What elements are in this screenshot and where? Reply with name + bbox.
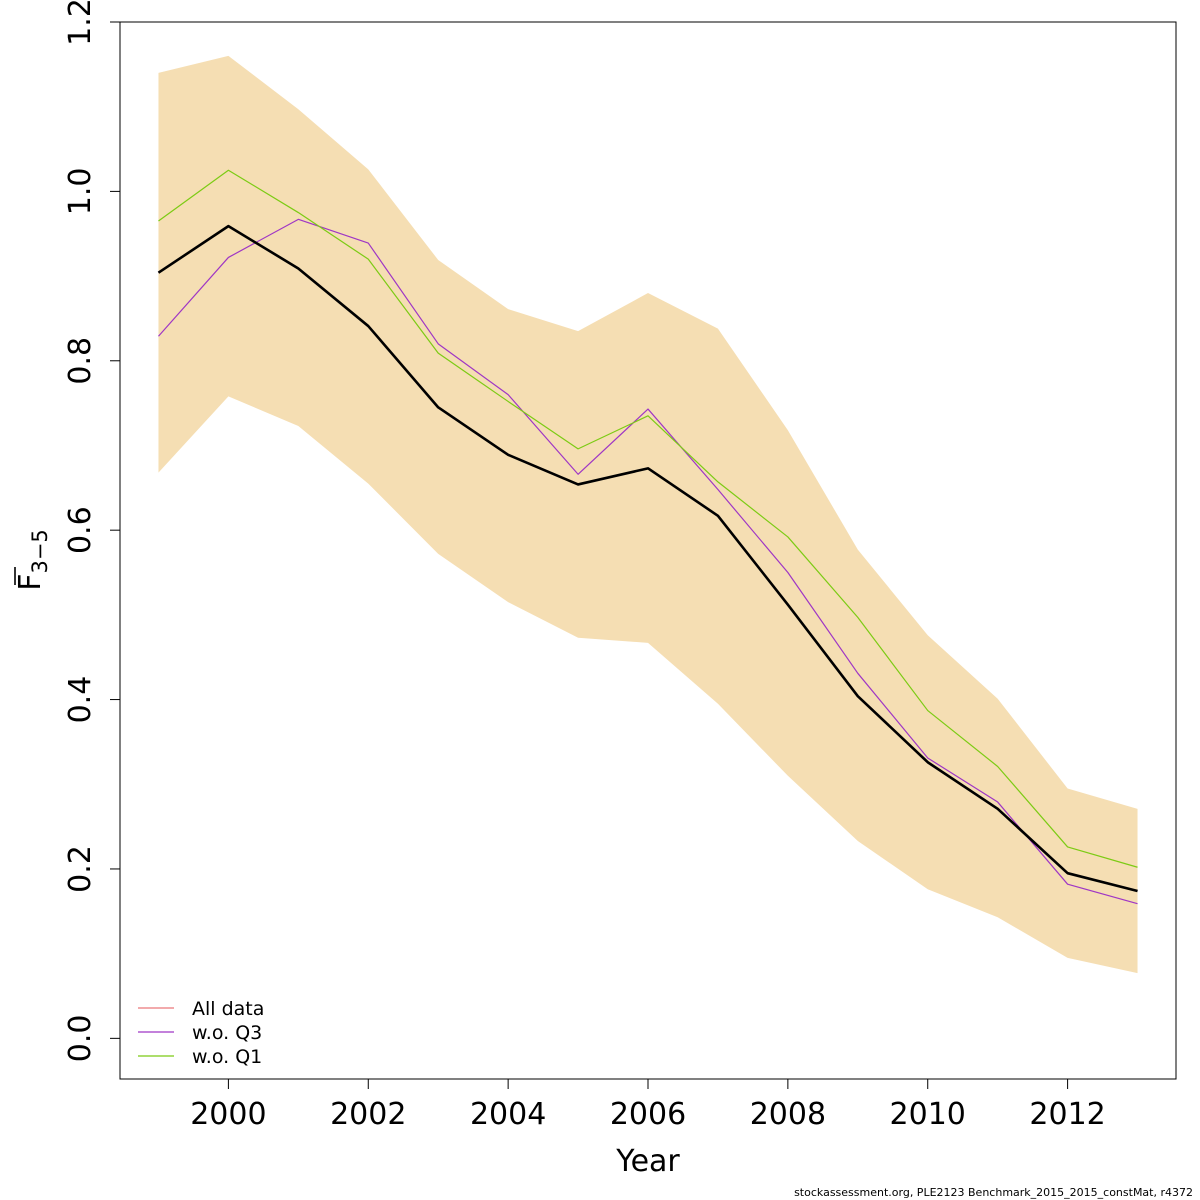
y-axis: 0.0 0.2 0.4 0.6 0.8 1.0 1.2 (63, 0, 120, 1062)
x-tick-label: 2002 (330, 1097, 406, 1132)
y-tick-label-group: 0.2 (63, 845, 98, 893)
series-layer (157, 169, 1138, 905)
y-tick-label-group: 0.0 (63, 1014, 98, 1062)
y-axis-title-subscript: 3−5 (28, 529, 52, 573)
series-line-woq3 (158, 218, 1138, 905)
y-tick-label: 1.0 (63, 168, 98, 216)
svg-text:F3−5: F3−5 (13, 529, 52, 591)
y-tick-label-group: 0.8 (63, 337, 98, 385)
y-tick-label: 0.6 (63, 506, 98, 554)
y-tick-label-group: 1.0 (63, 168, 98, 216)
series-line-woq1 (158, 169, 1138, 868)
x-tick-label: 2012 (1029, 1097, 1105, 1132)
confidence-band-layer (158, 55, 1138, 974)
legend-label: w.o. Q3 (192, 1022, 262, 1044)
x-axis: 2000 2002 2004 2006 2008 2010 2012 (190, 1079, 1106, 1132)
x-tick-label: 2010 (890, 1097, 966, 1132)
x-tick-label: 2004 (470, 1097, 546, 1132)
x-tick-label: 2008 (750, 1097, 826, 1132)
y-tick-label: 1.2 (63, 0, 98, 46)
legend-label: w.o. Q1 (192, 1046, 262, 1068)
y-tick-label-group: 1.2 (63, 0, 98, 46)
y-tick-label-group: 0.6 (63, 506, 98, 554)
x-tick-label: 2006 (610, 1097, 686, 1132)
y-tick-label: 0.8 (63, 337, 98, 385)
y-axis-title-main: F (13, 574, 48, 591)
series-line-main (157, 224, 1138, 893)
y-tick-label: 0.0 (63, 1014, 98, 1062)
x-tick-label: 2000 (190, 1097, 266, 1132)
y-tick-label: 0.4 (63, 676, 98, 724)
footer-text: stockassessment.org, PLE2123 Benchmark_2… (794, 1186, 1193, 1199)
confidence-band (158, 55, 1138, 974)
y-tick-label-group: 0.4 (63, 676, 98, 724)
legend-label: All data (192, 998, 264, 1020)
y-axis-title: F3−5 (13, 529, 52, 591)
x-axis-title: Year (615, 1144, 680, 1179)
y-tick-label: 0.2 (63, 845, 98, 893)
